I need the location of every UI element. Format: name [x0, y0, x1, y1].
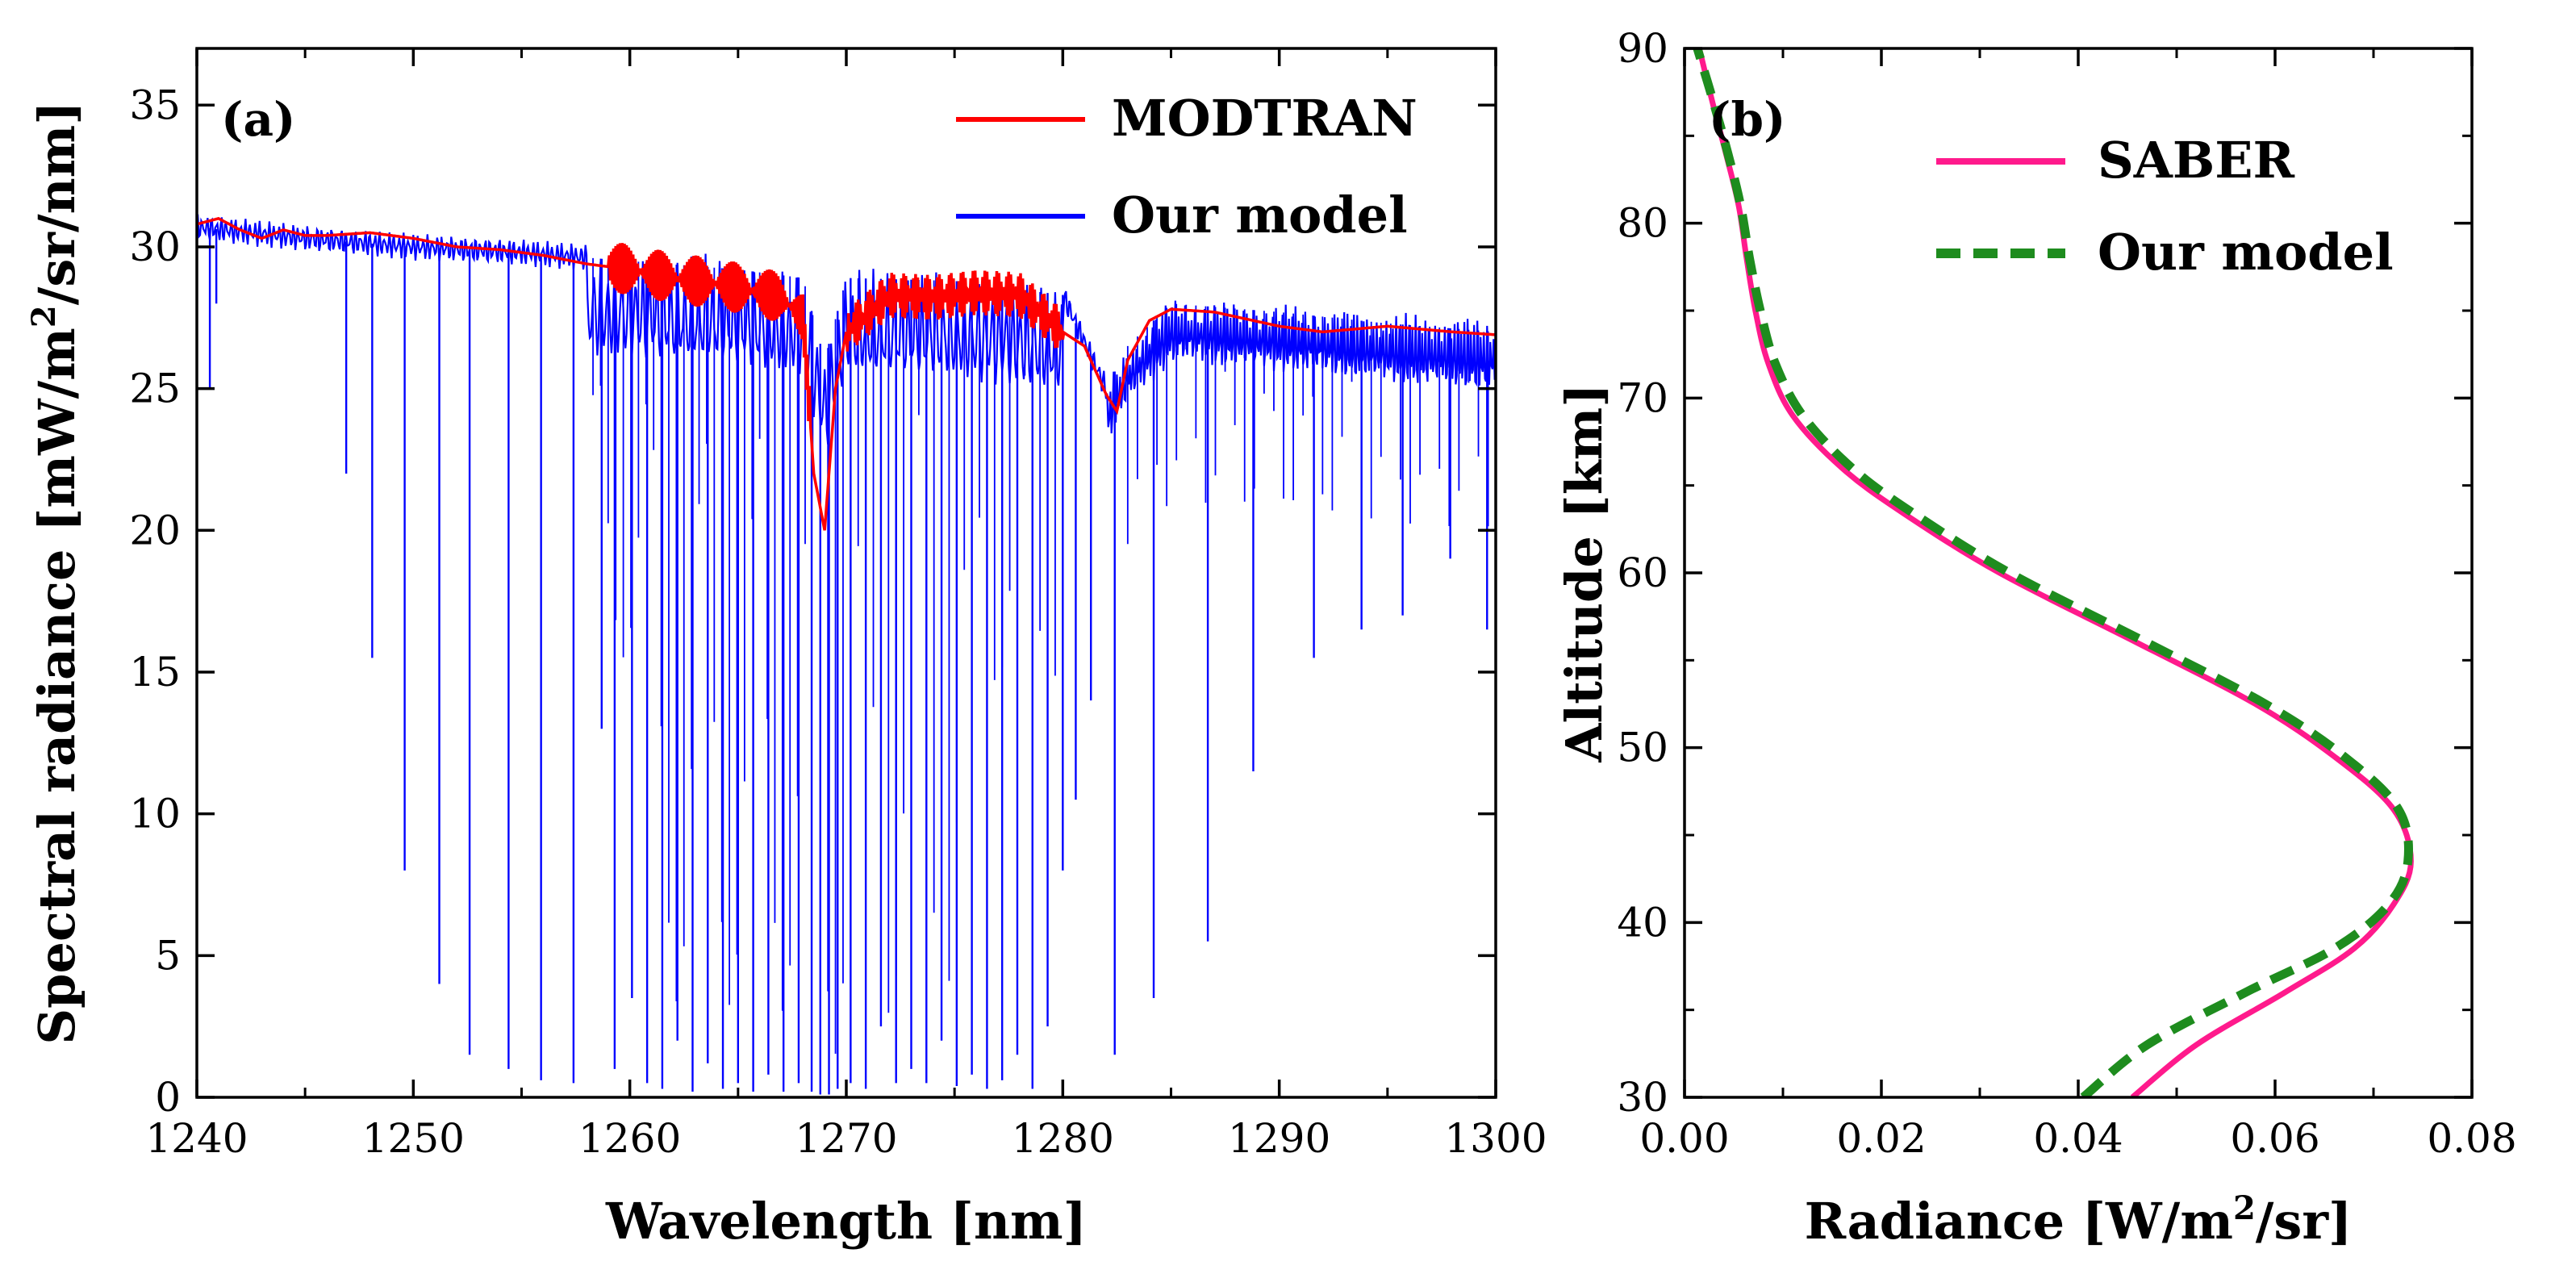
x-tick-label: 1260: [578, 1115, 681, 1162]
legend-label-our-model-a: Our model: [1112, 186, 1408, 244]
panel-b-x-axis-title: Radiance [W/m2/sr]: [1805, 1189, 2353, 1251]
x-tick-label: 1280: [1012, 1115, 1114, 1162]
series-our-model-profile: [1693, 48, 2413, 1097]
x-tick-label: 0.00: [1639, 1115, 1729, 1162]
x-tick-label: 1290: [1228, 1115, 1330, 1162]
y-tick-label: 5: [155, 932, 181, 979]
y-tick-label: 80: [1617, 200, 1668, 247]
legend-label-our-model-b: Our model: [2098, 223, 2394, 282]
panel-a-legend: MODTRAN Our model: [956, 89, 1417, 244]
x-tick-label: 0.06: [2230, 1115, 2319, 1162]
panel-a-x-axis-title: Wavelength [nm]: [605, 1192, 1087, 1251]
panel-b-y-ticks: 30 40 50 60 70 80 90: [1617, 25, 2472, 1121]
panel-b-plot-area: [1693, 48, 2414, 1097]
y-tick-label: 35: [129, 81, 181, 128]
legend-label-saber: SABER: [2098, 131, 2295, 190]
x-tick-label: 1250: [362, 1115, 465, 1162]
y-tick-label: 70: [1617, 374, 1668, 421]
y-tick-label: 50: [1617, 725, 1668, 771]
y-tick-label: 60: [1617, 549, 1668, 596]
panel-b-y-axis-title: Altitude [km]: [1555, 383, 1614, 762]
y-tick-label: 30: [129, 223, 181, 270]
y-tick-label: 15: [129, 649, 181, 695]
y-tick-label: 40: [1617, 899, 1668, 946]
x-tick-label: 0.08: [2427, 1115, 2516, 1162]
x-tick-label: 1270: [795, 1115, 897, 1162]
series-modtran: [197, 216, 1496, 531]
panel-a-plot-area: [197, 214, 1496, 1095]
panel-a-x-ticks: 1240 1250 1260 1270 1280 1290 1300: [145, 48, 1547, 1162]
series-saber: [1696, 48, 2414, 1097]
panel-a-spectral-radiance: 1240 1250 1260 1270 1280 1290 1300 0 5 10 15 20 25 3…: [25, 47, 1547, 1251]
y-tick-label: 20: [129, 507, 181, 553]
y-tick-label: 0: [155, 1074, 181, 1121]
x-tick-label: 0.02: [1836, 1115, 1926, 1162]
x-tick-label: 1300: [1444, 1115, 1547, 1162]
y-tick-label: 10: [129, 791, 181, 837]
panel-b-x-ticks: 0.00 0.02 0.04 0.06 0.08: [1639, 48, 2517, 1162]
panel-b-legend: SABER Our model: [1936, 131, 2394, 282]
legend-label-modtran: MODTRAN: [1112, 89, 1417, 148]
series-our-model-baseline: [197, 214, 1496, 445]
panel-b-label: (b): [1709, 92, 1785, 147]
panel-a-y-ticks: 0 5 10 15 20 25 30 35: [129, 81, 1496, 1121]
panel-a-y-axis-title: Spectral radiance [mW/m2/sr/nm]: [25, 101, 86, 1044]
x-tick-label: 1240: [145, 1115, 248, 1162]
x-tick-label: 0.04: [2033, 1115, 2123, 1162]
panel-a-label: (a): [221, 92, 295, 147]
y-tick-label: 25: [129, 365, 181, 412]
y-tick-label: 90: [1617, 25, 1668, 72]
y-tick-label: 30: [1617, 1074, 1668, 1121]
